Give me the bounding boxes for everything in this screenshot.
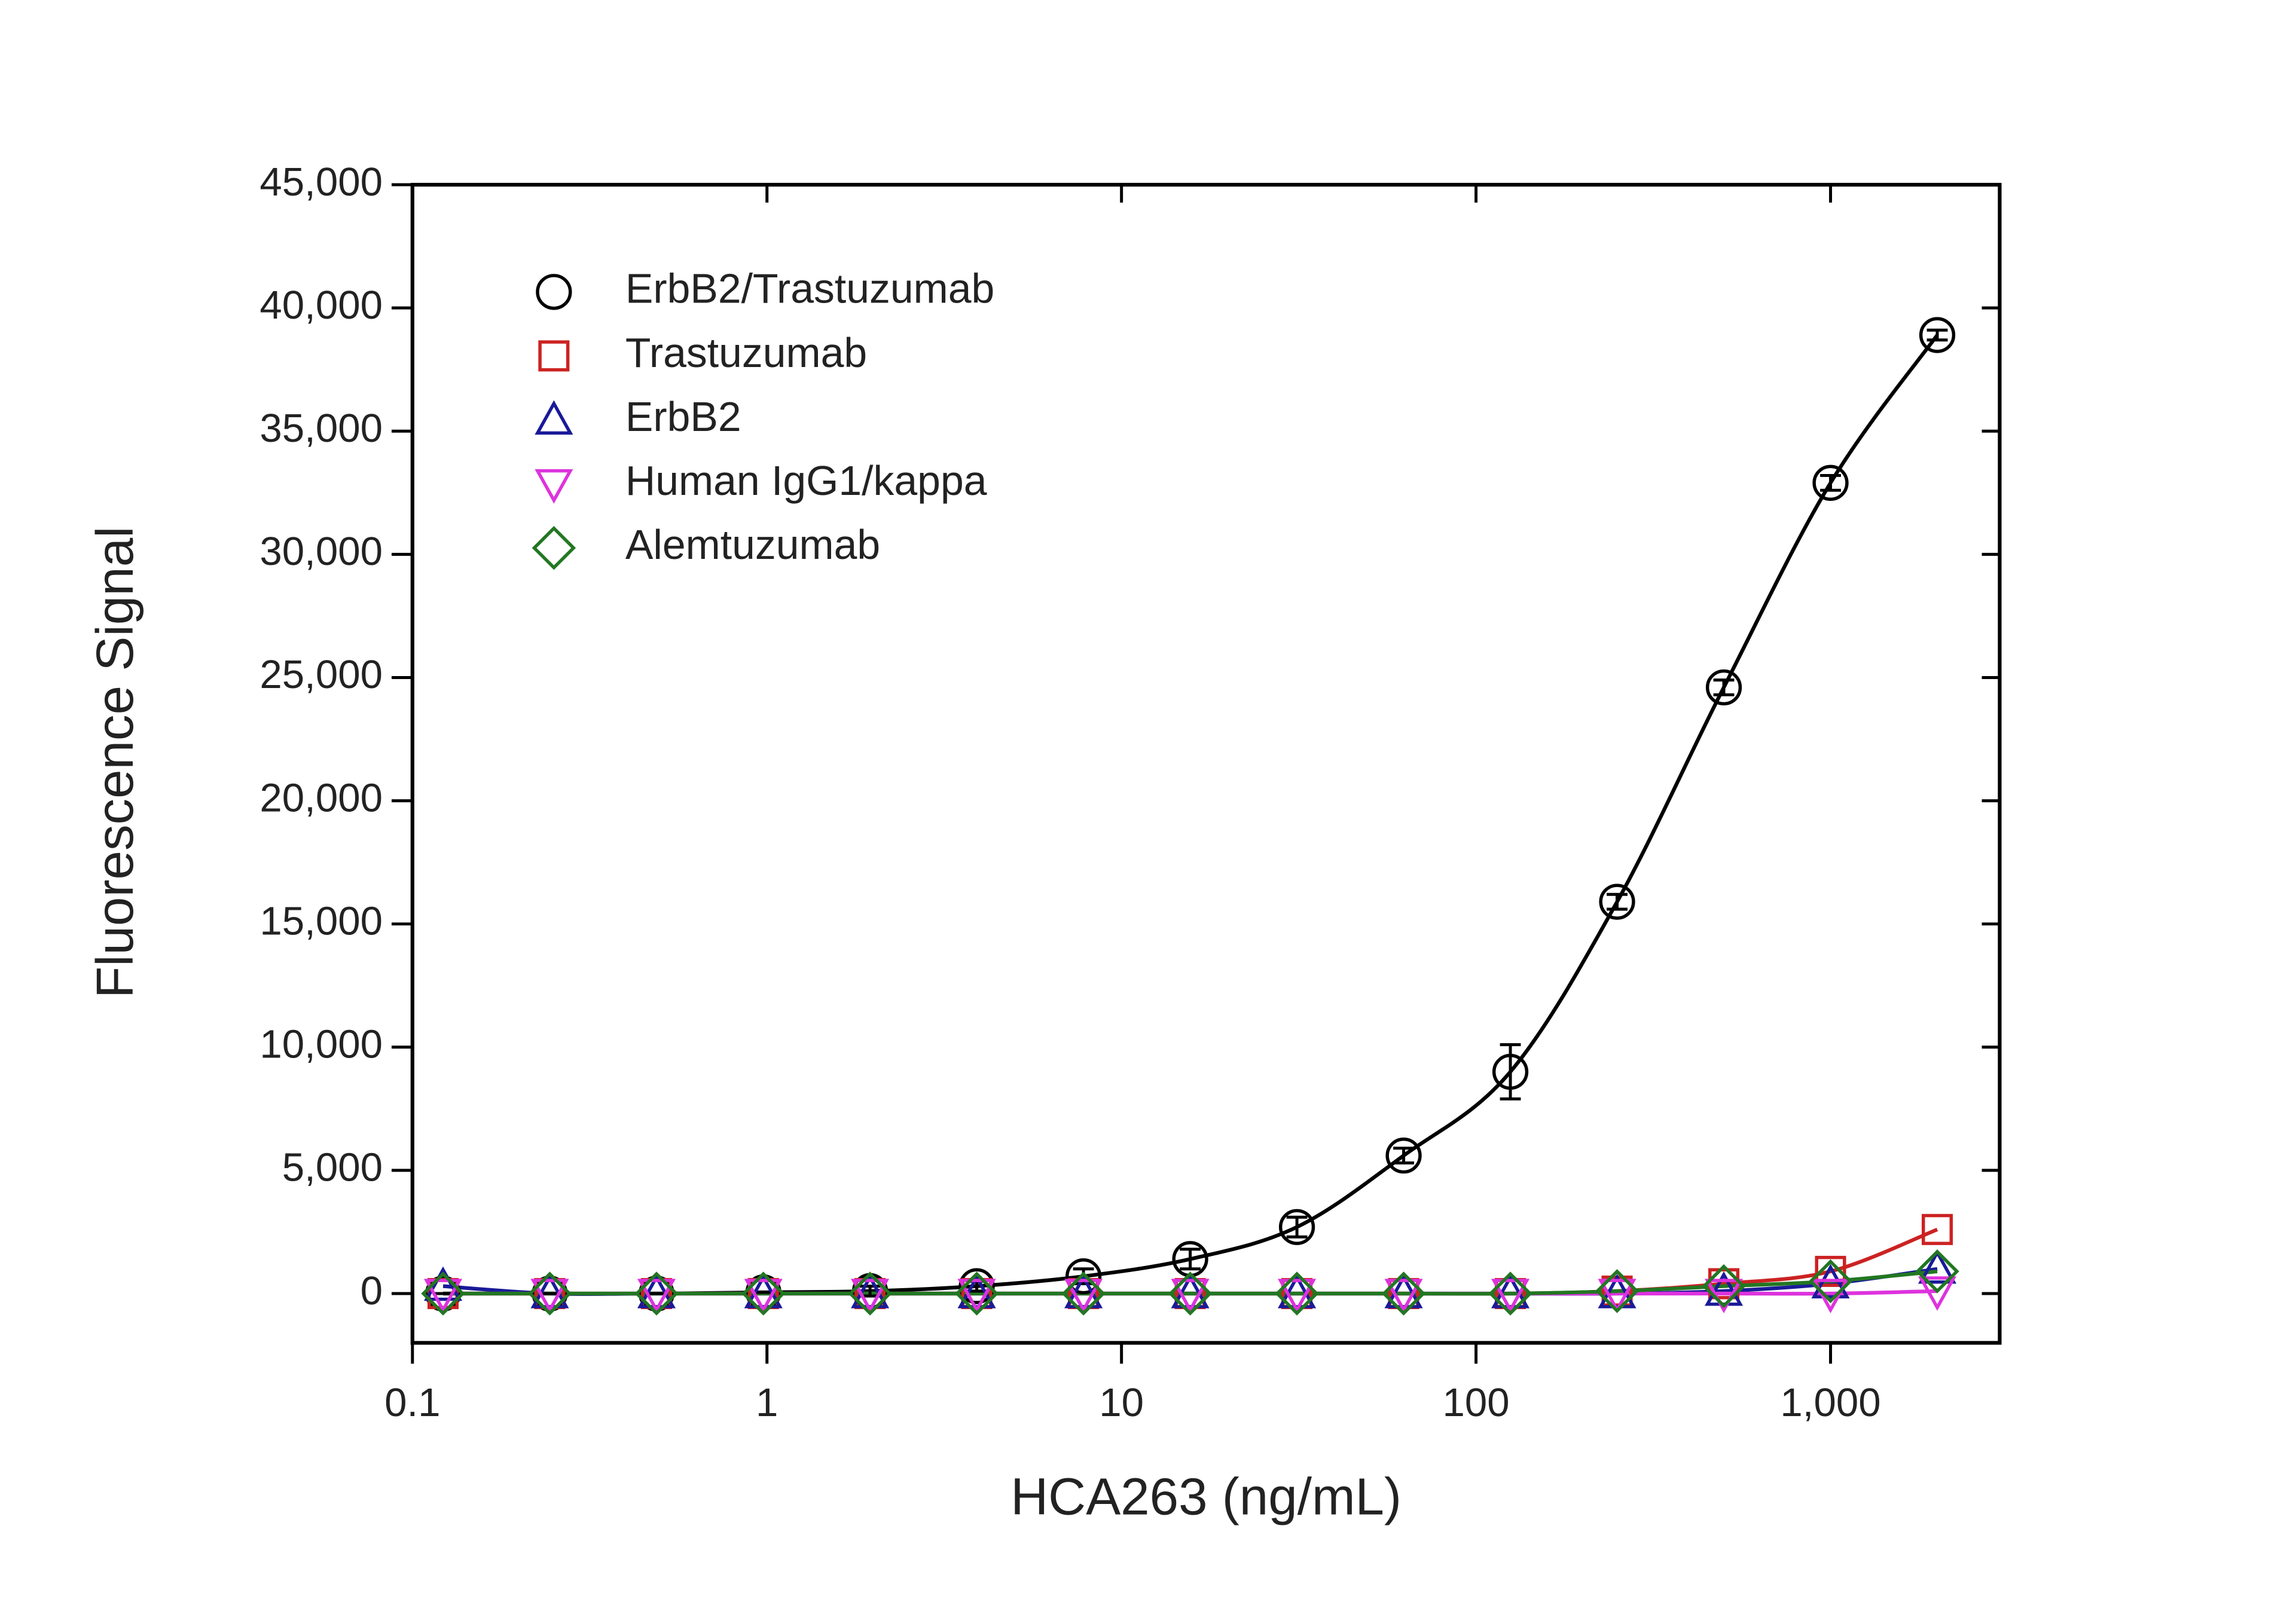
- y-tick-label: 20,000: [259, 775, 383, 820]
- y-axis-title: Fluorescence Signal: [86, 526, 144, 998]
- data-point: [741, 1271, 786, 1316]
- legend-label: ErbB2: [625, 393, 741, 440]
- legend-label: ErbB2/Trastuzumab: [625, 265, 994, 312]
- data-point: [1599, 883, 1635, 920]
- data-point: [1278, 1209, 1315, 1245]
- data-point: [1385, 1138, 1422, 1174]
- data-point: [1168, 1271, 1213, 1316]
- legend-marker: [538, 340, 570, 372]
- data-point: [1384, 1279, 1423, 1314]
- data-point: [1595, 1269, 1639, 1313]
- x-tick-label: 100: [1443, 1380, 1510, 1425]
- data-point: [1064, 1279, 1103, 1314]
- data-point: [958, 1268, 995, 1304]
- data-point: [1808, 1259, 1853, 1304]
- data-point: [957, 1279, 996, 1314]
- data-point: [1811, 1279, 1850, 1314]
- y-tick-label: 10,000: [259, 1022, 383, 1067]
- data-point: [1381, 1271, 1426, 1316]
- data-point: [1915, 1249, 1959, 1294]
- data-point: [1919, 317, 1956, 353]
- y-tick-label: 5,000: [282, 1145, 383, 1190]
- data-point: [1491, 1279, 1530, 1314]
- x-tick-label: 10: [1099, 1380, 1144, 1425]
- data-point: [1815, 1255, 1846, 1287]
- y-tick-label: 40,000: [259, 283, 383, 328]
- data-point: [1171, 1279, 1210, 1314]
- data-point: [1918, 1276, 1957, 1311]
- data-point: [423, 1266, 463, 1301]
- data-point: [1061, 1271, 1106, 1316]
- data-point: [1488, 1271, 1532, 1316]
- legend-marker: [536, 274, 572, 310]
- data-point: [1705, 669, 1742, 706]
- y-tick-label: 25,000: [259, 652, 383, 697]
- data-point: [530, 1279, 569, 1314]
- data-point: [1065, 1258, 1102, 1295]
- data-point: [527, 1271, 572, 1316]
- fit-line: [443, 1269, 1938, 1296]
- data-point: [423, 1279, 463, 1314]
- y-tick-label: 30,000: [259, 529, 383, 574]
- data-point: [851, 1279, 890, 1314]
- x-tick-label: 1: [756, 1380, 778, 1425]
- data-point: [848, 1271, 892, 1316]
- x-tick-label: 0.1: [384, 1380, 440, 1425]
- legend-label: Alemtuzumab: [625, 521, 880, 568]
- plot-frame: [410, 182, 2002, 1345]
- y-tick-label: 35,000: [259, 406, 383, 451]
- data-point: [637, 1279, 676, 1314]
- data-point: [744, 1279, 783, 1314]
- data-point: [1922, 1213, 1953, 1245]
- legend-marker: [535, 469, 573, 504]
- data-point: [1704, 1279, 1744, 1314]
- legend-label: Human IgG1/kappa: [625, 457, 987, 504]
- data-point: [954, 1271, 999, 1316]
- legend-label: Trastuzumab: [625, 329, 867, 376]
- data-point: [1918, 1249, 1957, 1284]
- y-tick-label: 0: [361, 1268, 383, 1313]
- x-axis-title: HCA263 (ng/mL): [1010, 1468, 1402, 1525]
- x-tick-label: 1,000: [1780, 1380, 1880, 1425]
- data-point: [1702, 1264, 1746, 1308]
- data-point: [1275, 1271, 1319, 1316]
- y-tick-label: 45,000: [259, 160, 383, 204]
- legend-marker: [535, 400, 573, 435]
- data-point: [1278, 1279, 1317, 1314]
- data-point: [1598, 1279, 1636, 1314]
- data-point: [1812, 464, 1849, 501]
- legend-marker: [532, 525, 576, 570]
- data-point: [634, 1271, 679, 1316]
- data-point: [421, 1271, 465, 1316]
- data-point: [1492, 1053, 1529, 1090]
- y-tick-label: 15,000: [259, 898, 383, 943]
